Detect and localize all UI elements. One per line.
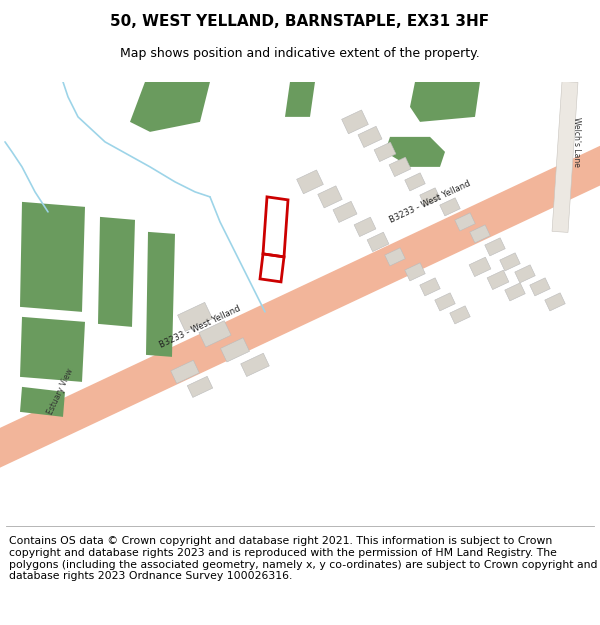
- Polygon shape: [405, 263, 425, 281]
- Polygon shape: [385, 137, 445, 167]
- Text: Contains OS data © Crown copyright and database right 2021. This information is : Contains OS data © Crown copyright and d…: [9, 536, 598, 581]
- Polygon shape: [469, 257, 491, 277]
- Text: B3233 - West Yelland: B3233 - West Yelland: [158, 304, 242, 350]
- Polygon shape: [420, 188, 440, 206]
- Polygon shape: [487, 270, 509, 289]
- Polygon shape: [354, 217, 376, 237]
- Polygon shape: [341, 110, 368, 134]
- Polygon shape: [333, 201, 357, 222]
- Polygon shape: [130, 82, 210, 132]
- Polygon shape: [171, 360, 199, 384]
- Polygon shape: [178, 302, 212, 331]
- Text: Map shows position and indicative extent of the property.: Map shows position and indicative extent…: [120, 48, 480, 61]
- Polygon shape: [410, 82, 480, 122]
- Polygon shape: [505, 283, 525, 301]
- Polygon shape: [20, 387, 65, 417]
- Polygon shape: [389, 157, 411, 177]
- Polygon shape: [455, 213, 475, 231]
- Polygon shape: [515, 265, 535, 283]
- Polygon shape: [0, 131, 600, 478]
- Polygon shape: [98, 217, 135, 327]
- Text: B3233 - West Yelland: B3233 - West Yelland: [388, 179, 472, 225]
- Polygon shape: [374, 142, 396, 162]
- Polygon shape: [285, 82, 315, 117]
- Polygon shape: [146, 232, 175, 357]
- Polygon shape: [405, 173, 425, 191]
- Polygon shape: [385, 248, 405, 266]
- Polygon shape: [358, 126, 382, 148]
- Polygon shape: [435, 293, 455, 311]
- Polygon shape: [485, 238, 505, 256]
- Polygon shape: [450, 306, 470, 324]
- Polygon shape: [220, 338, 250, 362]
- Text: Estuary View: Estuary View: [46, 368, 74, 416]
- Polygon shape: [420, 278, 440, 296]
- Polygon shape: [187, 376, 213, 398]
- Polygon shape: [552, 81, 578, 232]
- Polygon shape: [500, 253, 520, 271]
- Polygon shape: [296, 170, 323, 194]
- Polygon shape: [20, 202, 85, 312]
- Polygon shape: [241, 353, 269, 376]
- Polygon shape: [318, 186, 342, 208]
- Text: 50, WEST YELLAND, BARNSTAPLE, EX31 3HF: 50, WEST YELLAND, BARNSTAPLE, EX31 3HF: [110, 14, 490, 29]
- Text: Welch's Lane: Welch's Lane: [571, 117, 581, 167]
- Polygon shape: [530, 278, 550, 296]
- Polygon shape: [545, 293, 565, 311]
- Polygon shape: [470, 225, 490, 243]
- Polygon shape: [20, 317, 85, 382]
- Polygon shape: [440, 198, 460, 216]
- Polygon shape: [367, 232, 389, 252]
- Polygon shape: [199, 321, 231, 347]
